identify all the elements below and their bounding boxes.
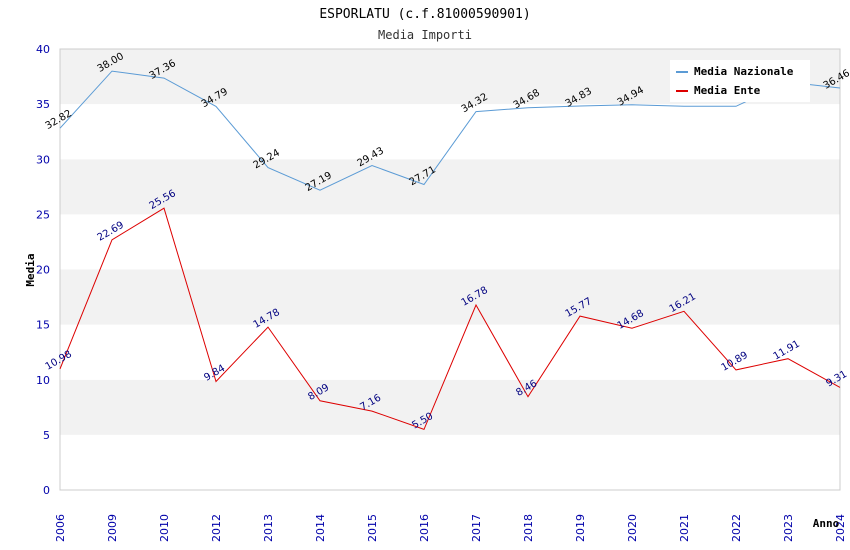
grid-bands xyxy=(59,48,841,491)
y-tick-label: 25 xyxy=(36,208,50,221)
legend-label-nazionale: Media Nazionale xyxy=(694,65,794,78)
grid-band xyxy=(60,434,840,490)
x-tick-label: 2022 xyxy=(730,514,743,542)
y-tick-label: 5 xyxy=(43,429,50,442)
legend-box xyxy=(670,60,810,102)
x-tick-label: 2015 xyxy=(366,514,379,542)
y-axis-ticks: 0 5 10 15 20 25 30 35 40 xyxy=(36,43,50,497)
grid-band xyxy=(60,104,840,160)
chart-title: ESPORLATU (c.f.81000590901) xyxy=(319,7,530,22)
y-tick-label: 35 xyxy=(36,98,50,111)
x-tick-label: 2021 xyxy=(678,514,691,542)
grid-band xyxy=(60,324,840,380)
chart-subtitle: Media Importi xyxy=(378,28,472,42)
x-axis-label: Anno xyxy=(813,517,840,530)
x-tick-label: 2019 xyxy=(574,514,587,542)
x-tick-label: 2024 xyxy=(834,514,847,542)
legend-label-ente: Media Ente xyxy=(694,84,761,97)
x-tick-label: 2006 xyxy=(54,514,67,542)
series-lines xyxy=(59,70,841,431)
grid-band xyxy=(60,214,840,270)
x-tick-label: 2014 xyxy=(314,514,327,542)
x-tick-label: 2009 xyxy=(106,514,119,542)
y-tick-label: 0 xyxy=(43,484,50,497)
x-axis-ticks: 2006 2009 2010 2012 2013 2014 2015 2016 2017 2018… xyxy=(54,514,847,542)
x-tick-label: 2017 xyxy=(470,514,483,542)
series-line-nazionale xyxy=(59,70,841,191)
y-tick-label: 20 xyxy=(36,264,50,277)
x-tick-label: 2018 xyxy=(522,514,535,542)
y-axis-label: Media xyxy=(24,253,37,286)
x-tick-label: 2016 xyxy=(418,514,431,542)
x-tick-label: 2013 xyxy=(262,514,275,542)
x-tick-label: 2020 xyxy=(626,514,639,542)
grid-band xyxy=(60,379,840,435)
series-line-ente xyxy=(59,207,841,431)
grid-band xyxy=(60,269,840,325)
y-tick-label: 10 xyxy=(36,374,50,387)
legend: Media Nazionale Media Ente xyxy=(670,60,810,102)
plot-frame xyxy=(59,48,841,491)
x-tick-label: 2023 xyxy=(782,514,795,542)
x-tick-label: 2012 xyxy=(210,514,223,542)
x-tick-label: 2010 xyxy=(158,514,171,542)
grid-band xyxy=(60,159,840,215)
y-tick-label: 15 xyxy=(36,319,50,332)
y-tick-label: 40 xyxy=(36,43,50,56)
y-tick-label: 30 xyxy=(36,153,50,166)
